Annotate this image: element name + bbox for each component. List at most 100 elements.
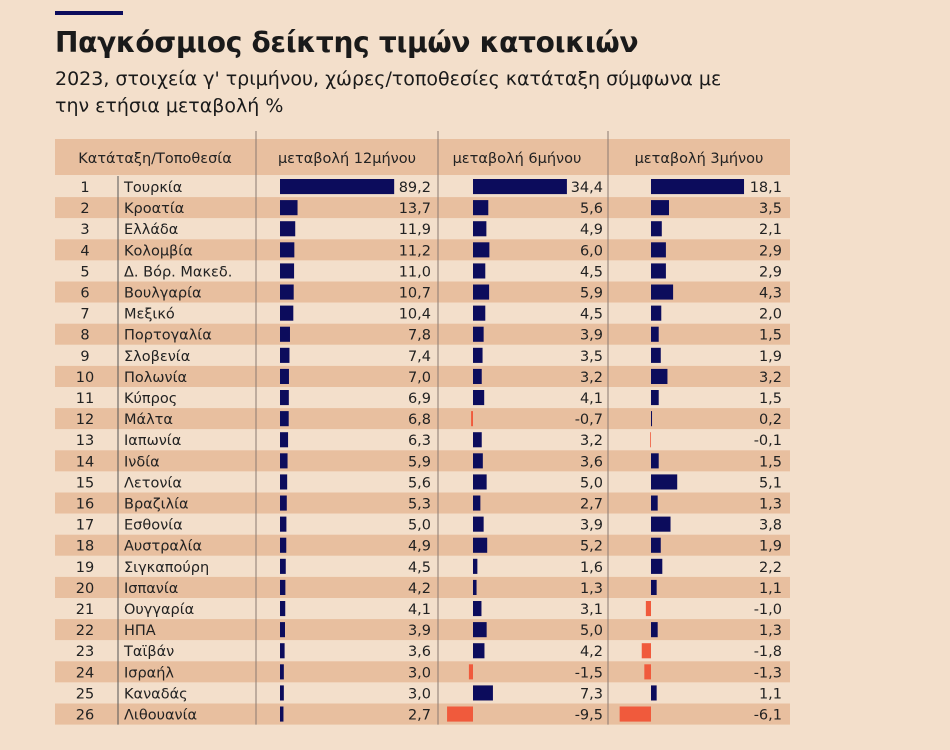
bar — [651, 368, 668, 384]
bar — [473, 685, 493, 701]
bar — [280, 495, 287, 511]
location-cell: ΗΠΑ — [124, 623, 156, 639]
bar — [447, 706, 473, 722]
value-label: 6,3 — [408, 433, 431, 449]
bar — [280, 368, 289, 384]
bar — [473, 579, 477, 595]
value-label: 0,2 — [759, 412, 782, 428]
bar — [651, 305, 662, 321]
table-row — [55, 260, 790, 282]
bar — [471, 411, 473, 427]
value-label: 5,6 — [580, 201, 603, 217]
value-label: 13,7 — [399, 201, 431, 217]
bar — [651, 516, 671, 532]
value-label: 2,2 — [759, 560, 782, 576]
bar — [651, 537, 661, 553]
bar — [473, 200, 489, 216]
value-label: 1,3 — [759, 497, 782, 513]
location-cell: Πορτογαλία — [124, 328, 212, 344]
value-label: 5,1 — [759, 475, 782, 491]
value-label: 4,5 — [580, 264, 603, 280]
location-cell: Ισραήλ — [124, 665, 174, 681]
bar — [473, 305, 486, 321]
bar — [280, 474, 288, 490]
bar — [280, 558, 286, 574]
value-label: 3,1 — [580, 602, 603, 618]
table-row — [55, 408, 790, 430]
rank-cell: 13 — [76, 433, 94, 449]
value-label: 7,8 — [408, 328, 431, 344]
bar — [473, 221, 487, 237]
bar — [473, 242, 490, 258]
rank-cell: 17 — [76, 518, 94, 534]
value-label: 2,7 — [580, 497, 603, 513]
value-label: 10,4 — [399, 307, 431, 323]
value-label: 7,4 — [408, 349, 431, 365]
bar — [280, 390, 289, 406]
bar — [280, 706, 284, 722]
value-label: 6,8 — [408, 412, 431, 428]
location-cell: Πολωνία — [124, 370, 187, 386]
value-label: 2,9 — [759, 243, 782, 259]
table-row — [55, 682, 790, 704]
value-label: -1,8 — [754, 644, 782, 660]
value-label: 4,9 — [580, 222, 603, 238]
rank-cell: 16 — [76, 497, 94, 513]
rank-cell: 7 — [80, 307, 89, 323]
value-label: 3,5 — [759, 201, 782, 217]
rank-cell: 11 — [76, 391, 94, 407]
value-label: 5,9 — [408, 454, 431, 470]
value-label: 89,2 — [399, 180, 431, 196]
location-cell: Βραζιλία — [124, 497, 189, 513]
bar — [280, 579, 286, 595]
value-label: 2,9 — [759, 264, 782, 280]
table-row — [55, 703, 790, 725]
top-accent-line — [55, 11, 123, 15]
bar — [651, 390, 659, 406]
value-label: 1,5 — [759, 328, 782, 344]
bar — [280, 263, 295, 279]
bar — [651, 685, 657, 701]
table-row — [55, 323, 790, 345]
value-label: 1,9 — [759, 349, 782, 365]
rank-cell: 12 — [76, 412, 94, 428]
bar — [651, 179, 745, 195]
value-label: -0,1 — [754, 433, 782, 449]
bar — [651, 622, 658, 638]
table-row — [55, 176, 790, 198]
bar — [473, 368, 482, 384]
location-cell: Μάλτα — [124, 412, 173, 428]
value-label: 3,0 — [408, 686, 431, 702]
bar — [473, 263, 486, 279]
value-label: -9,5 — [575, 708, 603, 724]
value-label: 3,2 — [580, 433, 603, 449]
bar — [651, 200, 669, 216]
bar — [280, 453, 288, 469]
value-label: 1,1 — [759, 686, 782, 702]
value-label: 1,6 — [580, 560, 603, 576]
rank-cell: 3 — [80, 222, 89, 238]
value-label: 34,4 — [571, 180, 603, 196]
bar — [280, 411, 289, 427]
value-label: 11,0 — [399, 264, 431, 280]
bar — [651, 221, 662, 237]
rank-cell: 23 — [76, 644, 94, 660]
location-cell: Σιγκαπούρη — [124, 560, 209, 576]
value-label: 11,2 — [399, 243, 431, 259]
bar — [280, 537, 287, 553]
value-label: 2,1 — [759, 222, 782, 238]
bar — [645, 601, 651, 617]
bar — [280, 221, 296, 237]
table-row — [55, 239, 790, 261]
rank-cell: 25 — [76, 686, 94, 702]
location-cell: Κολομβία — [124, 243, 193, 259]
location-cell: Σλοβενία — [124, 349, 190, 365]
rank-cell: 20 — [76, 581, 94, 597]
value-label: 1,5 — [759, 454, 782, 470]
rank-cell: 15 — [76, 475, 94, 491]
bar — [473, 516, 484, 532]
value-label: 4,3 — [759, 286, 782, 302]
bar — [473, 432, 482, 448]
bar — [473, 474, 487, 490]
